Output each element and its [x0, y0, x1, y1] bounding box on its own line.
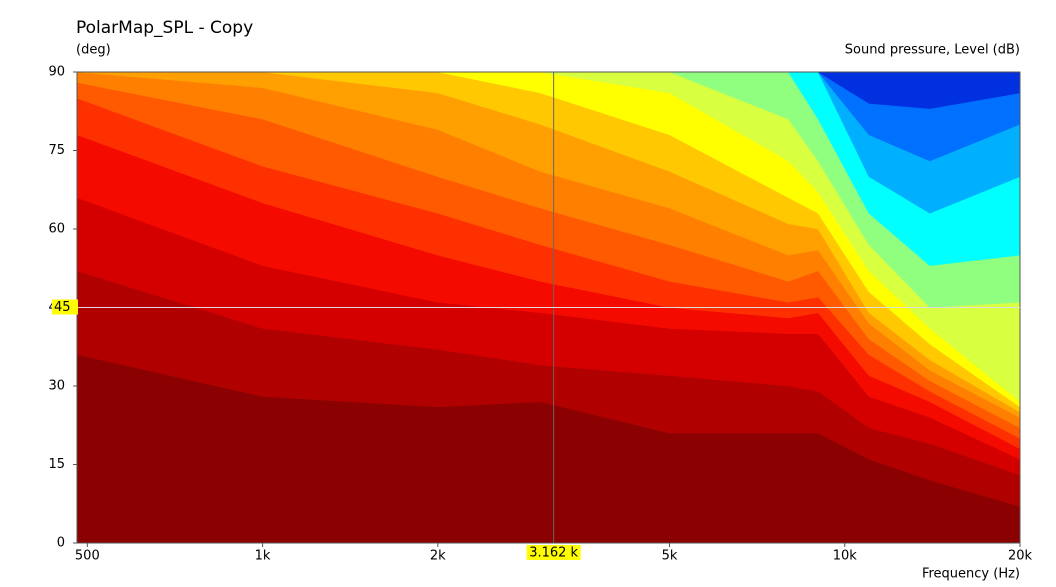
cursor-y-label: 45	[54, 300, 71, 315]
cursor-y-label-bg	[52, 299, 78, 315]
y-tick-label: 0	[57, 536, 65, 551]
x-tick-label: 5k	[662, 549, 678, 564]
y-tick-label: 60	[48, 222, 65, 237]
y-tick-label: 30	[48, 379, 65, 394]
x-axis-label: Frequency (Hz)	[922, 567, 1020, 582]
x-tick-label: 2k	[430, 549, 446, 564]
x-tick-label: 1k	[255, 549, 271, 564]
y-tick-label: 15	[48, 457, 65, 472]
x-tick-label: 500	[75, 549, 100, 564]
x-tick-label: 10k	[833, 549, 858, 564]
chart-title: PolarMap_SPL - Copy	[76, 18, 253, 38]
y-tick-label: 90	[48, 65, 65, 80]
y-axis-label: (deg)	[76, 43, 111, 58]
x-tick-label: 20k	[1008, 549, 1033, 564]
z-axis-label: Sound pressure, Level (dB)	[845, 43, 1020, 58]
cursor-x-label: 3.162 k	[529, 546, 578, 561]
cursor-x-label-bg	[526, 545, 581, 560]
y-tick-label: 75	[48, 143, 65, 158]
